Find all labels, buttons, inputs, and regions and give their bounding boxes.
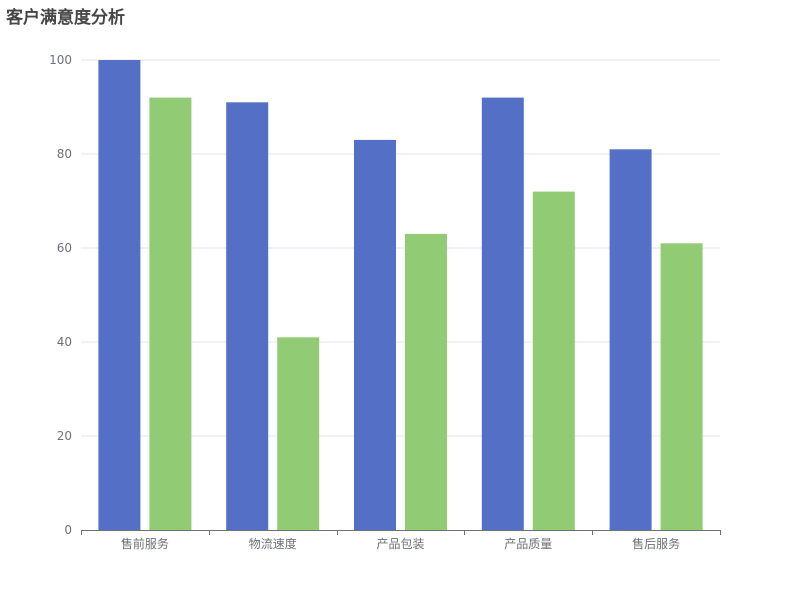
bar-series2-4[interactable] (532, 191, 575, 530)
bar-series1-5[interactable] (609, 149, 652, 531)
x-tick-label: 物流速度 (249, 536, 297, 551)
bars (98, 60, 703, 531)
y-tick-label: 20 (57, 429, 72, 443)
bar-series1-3[interactable] (354, 139, 396, 530)
bar-series1-1[interactable] (98, 60, 141, 530)
y-tick-label: 60 (57, 241, 72, 255)
y-tick-label: 80 (57, 147, 72, 161)
x-tick-label: 产品质量 (504, 537, 552, 551)
y-tick-label: 0 (64, 523, 72, 537)
bar-series2-2[interactable] (277, 337, 320, 530)
y-tick-label: 40 (57, 335, 72, 349)
x-tick-label: 售前服务 (121, 536, 169, 551)
bar-series2-1[interactable] (149, 97, 192, 530)
bar-series1-2[interactable] (226, 102, 269, 531)
axes (81, 530, 721, 535)
chart-title: 客户满意度分析 (6, 8, 125, 28)
bar-series2-3[interactable] (405, 233, 447, 530)
tick-labels: 0 20 40 60 80 100 售前服务 物流速度 产品包装 产品质量 售后服务 (49, 53, 680, 551)
x-tick-label: 产品包装 (376, 537, 424, 551)
y-tick-label: 100 (49, 53, 72, 67)
bar-series2-5[interactable] (660, 243, 703, 531)
bar-series1-4[interactable] (481, 97, 524, 530)
x-tick-label: 售后服务 (632, 536, 680, 551)
